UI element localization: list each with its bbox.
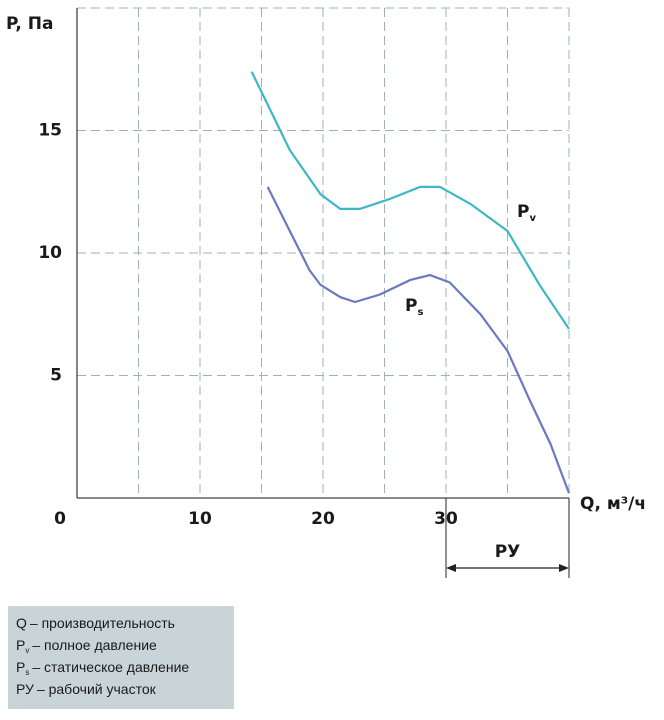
legend-symbol: P bbox=[16, 637, 25, 653]
series-label: Ps bbox=[405, 296, 423, 318]
line bbox=[250, 71, 570, 330]
series-name: P bbox=[405, 296, 417, 316]
x-tick-label: 10 bbox=[188, 509, 212, 529]
legend-item: Pv – полное давление bbox=[16, 637, 157, 655]
legend-item: Q – производительность bbox=[16, 615, 175, 631]
legend-symbol: P bbox=[16, 659, 25, 675]
x-tick-label: 20 bbox=[311, 509, 335, 529]
series-label: Pv bbox=[517, 202, 536, 224]
legend-item: РУ – рабочий участок bbox=[16, 681, 157, 697]
legend-symbol: Q bbox=[16, 615, 27, 631]
y-axis-label: P, Па bbox=[6, 14, 53, 34]
range-label: РУ bbox=[495, 542, 521, 562]
legend-box bbox=[8, 606, 234, 709]
legend-subscript: s bbox=[25, 668, 29, 677]
legend-text: – полное давление bbox=[32, 637, 157, 653]
legend-symbol: РУ bbox=[16, 681, 34, 697]
line bbox=[266, 186, 571, 494]
y-tick-label: 5 bbox=[50, 366, 62, 386]
series-subscript: s bbox=[417, 307, 423, 318]
x-tick-label: 0 bbox=[54, 509, 66, 529]
x-axis-label: Q, м³/ч bbox=[580, 494, 646, 514]
series-subscript: v bbox=[529, 213, 536, 224]
legend-subscript: v bbox=[25, 646, 29, 655]
legend-item: Ps – статическое давление bbox=[16, 659, 189, 677]
legend-text: – рабочий участок bbox=[37, 681, 157, 697]
y-tick-label: 10 bbox=[38, 243, 62, 263]
y-tick-label: 15 bbox=[38, 121, 62, 141]
legend-text: – производительность bbox=[30, 615, 175, 631]
legend-text: – статическое давление bbox=[32, 659, 189, 675]
series-name: P bbox=[517, 202, 529, 222]
